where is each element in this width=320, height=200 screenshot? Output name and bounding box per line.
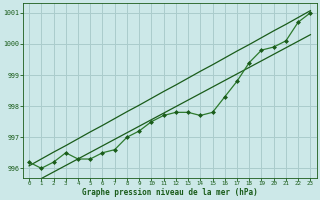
X-axis label: Graphe pression niveau de la mer (hPa): Graphe pression niveau de la mer (hPa)	[82, 188, 258, 197]
